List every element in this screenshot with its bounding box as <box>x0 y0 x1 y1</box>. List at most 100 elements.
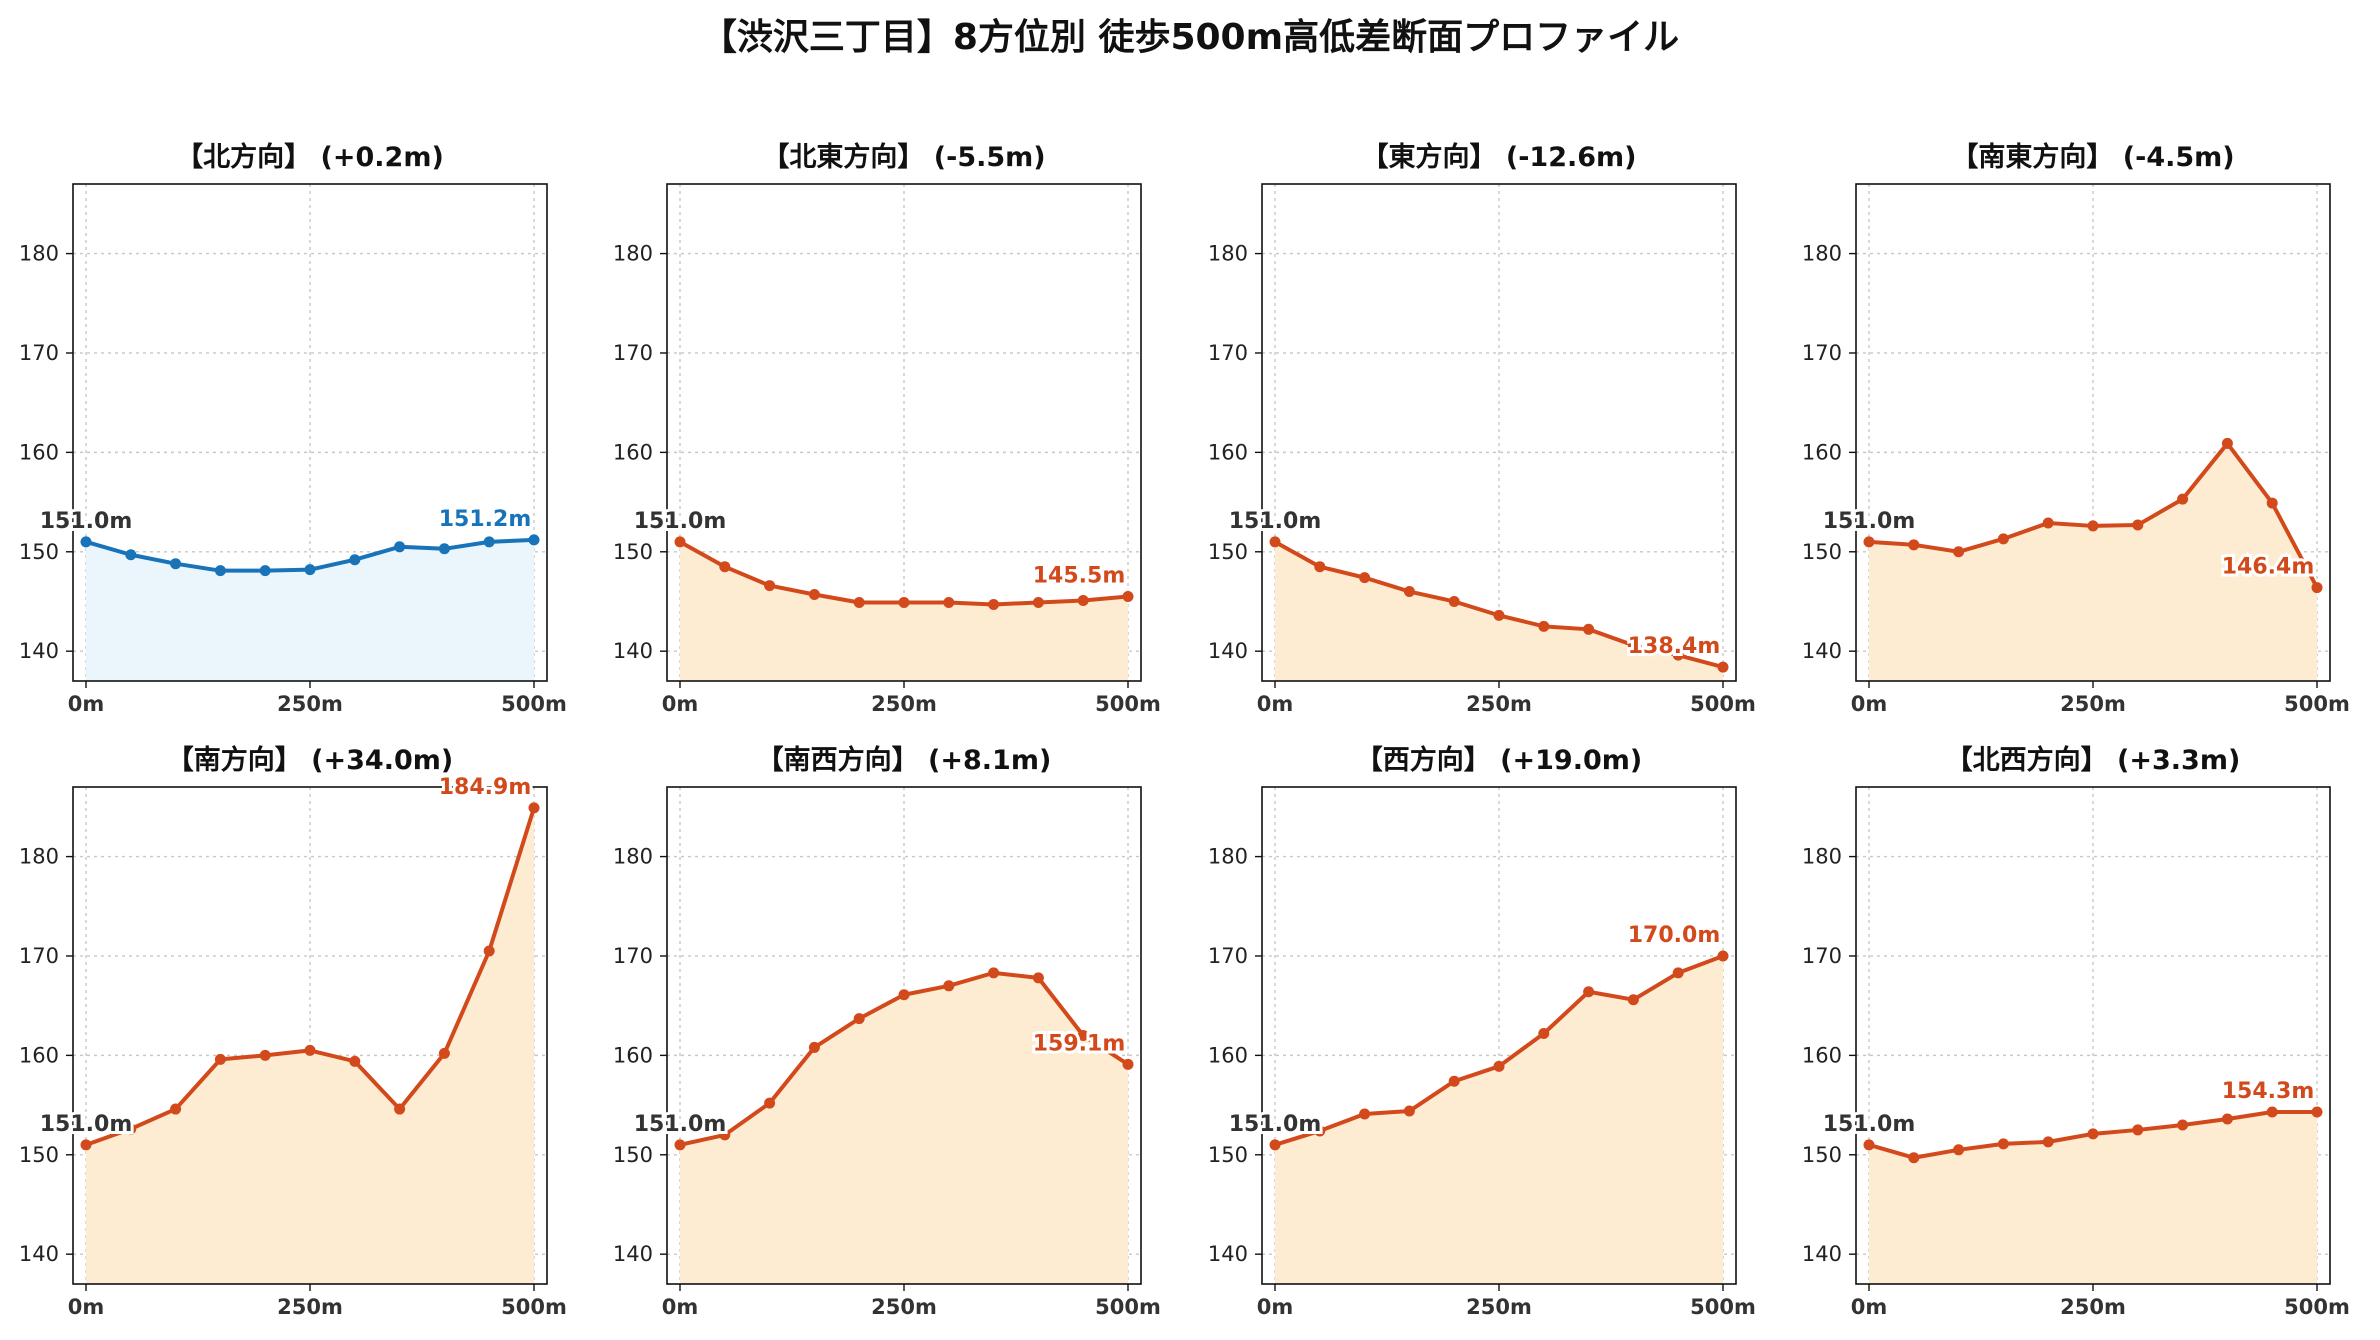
x-tick-label: 250m <box>2060 1295 2126 1319</box>
data-point <box>2132 519 2144 531</box>
y-tick-label: 140 <box>1208 639 1248 663</box>
y-tick-label: 180 <box>1208 845 1248 869</box>
data-point <box>674 536 686 548</box>
data-point <box>2177 1119 2189 1131</box>
data-point <box>2266 497 2278 509</box>
data-point <box>1953 546 1965 558</box>
end-elevation-label: 170.0m <box>1628 923 1721 948</box>
x-tick-label: 500m <box>501 1295 567 1319</box>
x-tick-label: 500m <box>1690 692 1756 716</box>
data-point <box>528 802 540 814</box>
elevation-area <box>1275 541 1723 681</box>
y-tick-label: 180 <box>613 242 653 266</box>
data-point <box>2221 437 2233 449</box>
data-point <box>1359 1108 1371 1120</box>
data-point <box>1359 572 1371 584</box>
y-tick-label: 150 <box>613 1143 653 1167</box>
data-point <box>304 1044 316 1056</box>
data-point <box>170 558 182 570</box>
data-point <box>1717 661 1729 673</box>
subplot-title: 【東方向】 (-12.6m) <box>1361 141 1636 173</box>
y-tick-label: 140 <box>19 639 59 663</box>
x-tick-label: 0m <box>1851 692 1888 716</box>
data-point <box>259 565 271 577</box>
data-point <box>853 1013 865 1025</box>
y-tick-label: 140 <box>19 1242 59 1266</box>
x-tick-label: 250m <box>277 692 343 716</box>
x-tick-label: 0m <box>1257 1295 1294 1319</box>
y-tick-label: 150 <box>19 540 59 564</box>
data-point <box>808 589 820 601</box>
data-point <box>988 967 1000 979</box>
data-point <box>1077 594 1089 606</box>
data-point <box>170 1103 182 1115</box>
subplot-1: 【北東方向】 (-5.5m) 140 150 160 170 180 0m 250m 500m 1… <box>613 141 1161 716</box>
y-tick-label: 160 <box>19 440 59 464</box>
data-point <box>2042 517 2054 529</box>
elevation-area <box>1869 443 2317 681</box>
data-point <box>1672 649 1684 661</box>
data-point <box>2087 1128 2099 1140</box>
end-elevation-label: 151.2m <box>439 507 532 532</box>
data-point <box>1908 539 1920 551</box>
data-point <box>438 543 450 555</box>
data-point <box>853 596 865 608</box>
elevation-area <box>680 972 1128 1284</box>
y-tick-label: 170 <box>1802 341 1842 365</box>
data-point <box>438 1047 450 1059</box>
y-tick-label: 140 <box>1802 639 1842 663</box>
end-elevation-label: 154.3m <box>2222 1079 2315 1104</box>
data-point <box>1448 595 1460 607</box>
elevation-area <box>1869 1112 2317 1284</box>
data-point <box>988 598 1000 610</box>
y-tick-label: 160 <box>613 1043 653 1067</box>
data-point <box>394 541 406 553</box>
data-point <box>304 564 316 576</box>
data-point <box>2132 1124 2144 1136</box>
y-tick-label: 150 <box>19 1143 59 1167</box>
data-point <box>898 596 910 608</box>
elevation-area <box>86 807 534 1284</box>
data-point <box>1403 1105 1415 1117</box>
subplot-title: 【北東方向】 (-5.5m) <box>762 141 1045 173</box>
data-point <box>1493 609 1505 621</box>
data-point <box>1493 1060 1505 1072</box>
end-elevation-label: 146.4m <box>2222 555 2315 580</box>
end-elevation-label: 184.9m <box>439 775 532 800</box>
data-point <box>214 1053 226 1065</box>
subplot-7: 【北西方向】 (+3.3m) 140 150 160 170 180 0m 250m 500m 1… <box>1802 744 2350 1319</box>
y-tick-label: 160 <box>1208 440 1248 464</box>
start-elevation-label: 151.0m <box>634 1112 727 1137</box>
y-tick-label: 170 <box>1208 944 1248 968</box>
y-tick-label: 160 <box>613 440 653 464</box>
x-tick-label: 500m <box>1095 692 1161 716</box>
subplot-0: 【北方向】 (+0.2m) 140 150 160 170 180 0m 250m 500m 15… <box>19 141 567 716</box>
y-tick-label: 150 <box>1802 540 1842 564</box>
end-elevation-label: 159.1m <box>1033 1031 1126 1056</box>
data-point <box>259 1049 271 1061</box>
elevation-area <box>680 541 1128 681</box>
start-elevation-label: 151.0m <box>1229 1112 1322 1137</box>
y-tick-label: 150 <box>1208 1143 1248 1167</box>
start-elevation-label: 151.0m <box>634 509 727 534</box>
data-point <box>764 580 776 592</box>
data-point <box>1403 586 1415 598</box>
subplot-title: 【北方向】 (+0.2m) <box>176 141 444 173</box>
data-point <box>764 1097 776 1109</box>
data-point <box>349 1055 361 1067</box>
start-elevation-label: 151.0m <box>40 509 133 534</box>
x-tick-label: 250m <box>277 1295 343 1319</box>
subplot-title: 【北西方向】 (+3.3m) <box>1946 744 2241 776</box>
x-tick-label: 250m <box>2060 692 2126 716</box>
data-point <box>80 1139 92 1151</box>
y-tick-label: 150 <box>613 540 653 564</box>
data-point <box>483 945 495 957</box>
data-point <box>1717 950 1729 962</box>
x-tick-label: 500m <box>2284 1295 2350 1319</box>
subplot-title: 【南西方向】 (+8.1m) <box>757 744 1052 776</box>
subplot-3: 【南東方向】 (-4.5m) 140 150 160 170 180 0m 250m 500m 1… <box>1802 141 2350 716</box>
y-tick-label: 180 <box>1802 242 1842 266</box>
y-tick-label: 180 <box>613 845 653 869</box>
x-tick-label: 500m <box>2284 692 2350 716</box>
data-point <box>2311 1106 2323 1118</box>
